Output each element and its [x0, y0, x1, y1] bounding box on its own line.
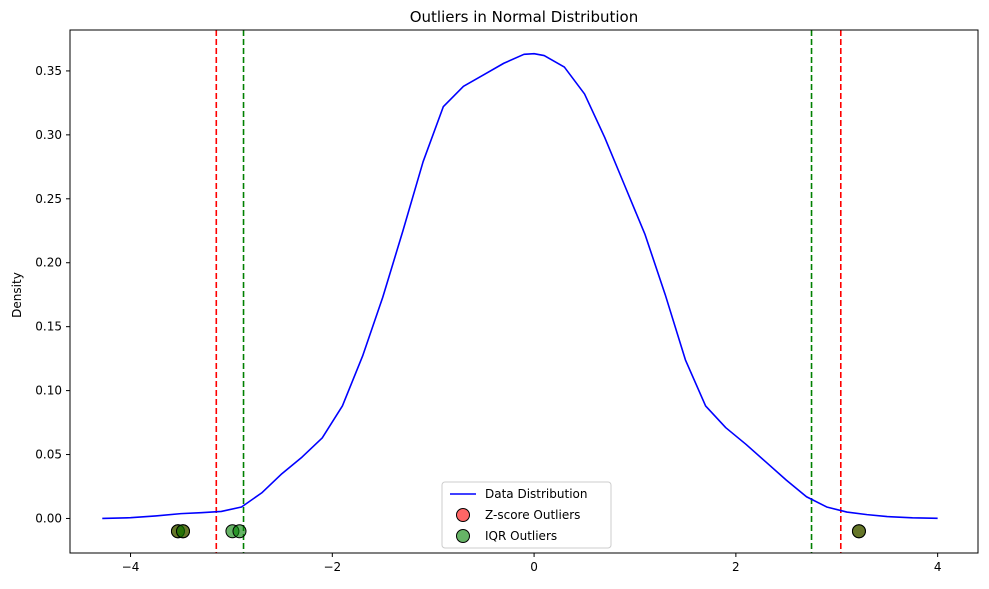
iqr-outlier-point [175, 524, 190, 539]
legend-swatch-marker [456, 529, 470, 543]
iqr-outlier-point [851, 524, 866, 539]
x-tick-label: 0 [530, 560, 538, 574]
y-tick-label: 0.05 [35, 448, 62, 462]
plot-area: −4 −2 0 2 4 0.00 0.05 0.10 0.15 0.20 0.25 0.30 0.35 [35, 30, 941, 574]
x-tick-label: −4 [122, 560, 140, 574]
x-tick-label: 4 [934, 560, 942, 574]
y-tick-label: 0.10 [35, 384, 62, 398]
series-line-data-distribution [102, 52, 938, 520]
x-tick-label: −2 [323, 560, 341, 574]
y-tick-label: 0.25 [35, 192, 62, 206]
legend-label: IQR Outliers [485, 529, 557, 543]
y-tick-label: 0.20 [35, 256, 62, 270]
plot-frame [69, 29, 979, 554]
y-tick-label: 0.15 [35, 320, 62, 334]
y-axis-label: Density [10, 272, 24, 318]
legend: Data Distribution Z-score Outliers IQR Out… [441, 481, 612, 549]
x-tick-label: 2 [732, 560, 740, 574]
y-tick-label: 0.00 [35, 511, 62, 525]
legend-box [441, 481, 612, 549]
y-tick-label: 0.35 [35, 64, 62, 78]
iqr-outlier-point [232, 524, 247, 539]
chart-title: Outliers in Normal Distribution [410, 8, 639, 26]
legend-label: Data Distribution [485, 487, 587, 501]
legend-label: Z-score Outliers [485, 508, 580, 522]
y-tick-label: 0.30 [35, 128, 62, 142]
legend-swatch-marker [456, 508, 470, 522]
